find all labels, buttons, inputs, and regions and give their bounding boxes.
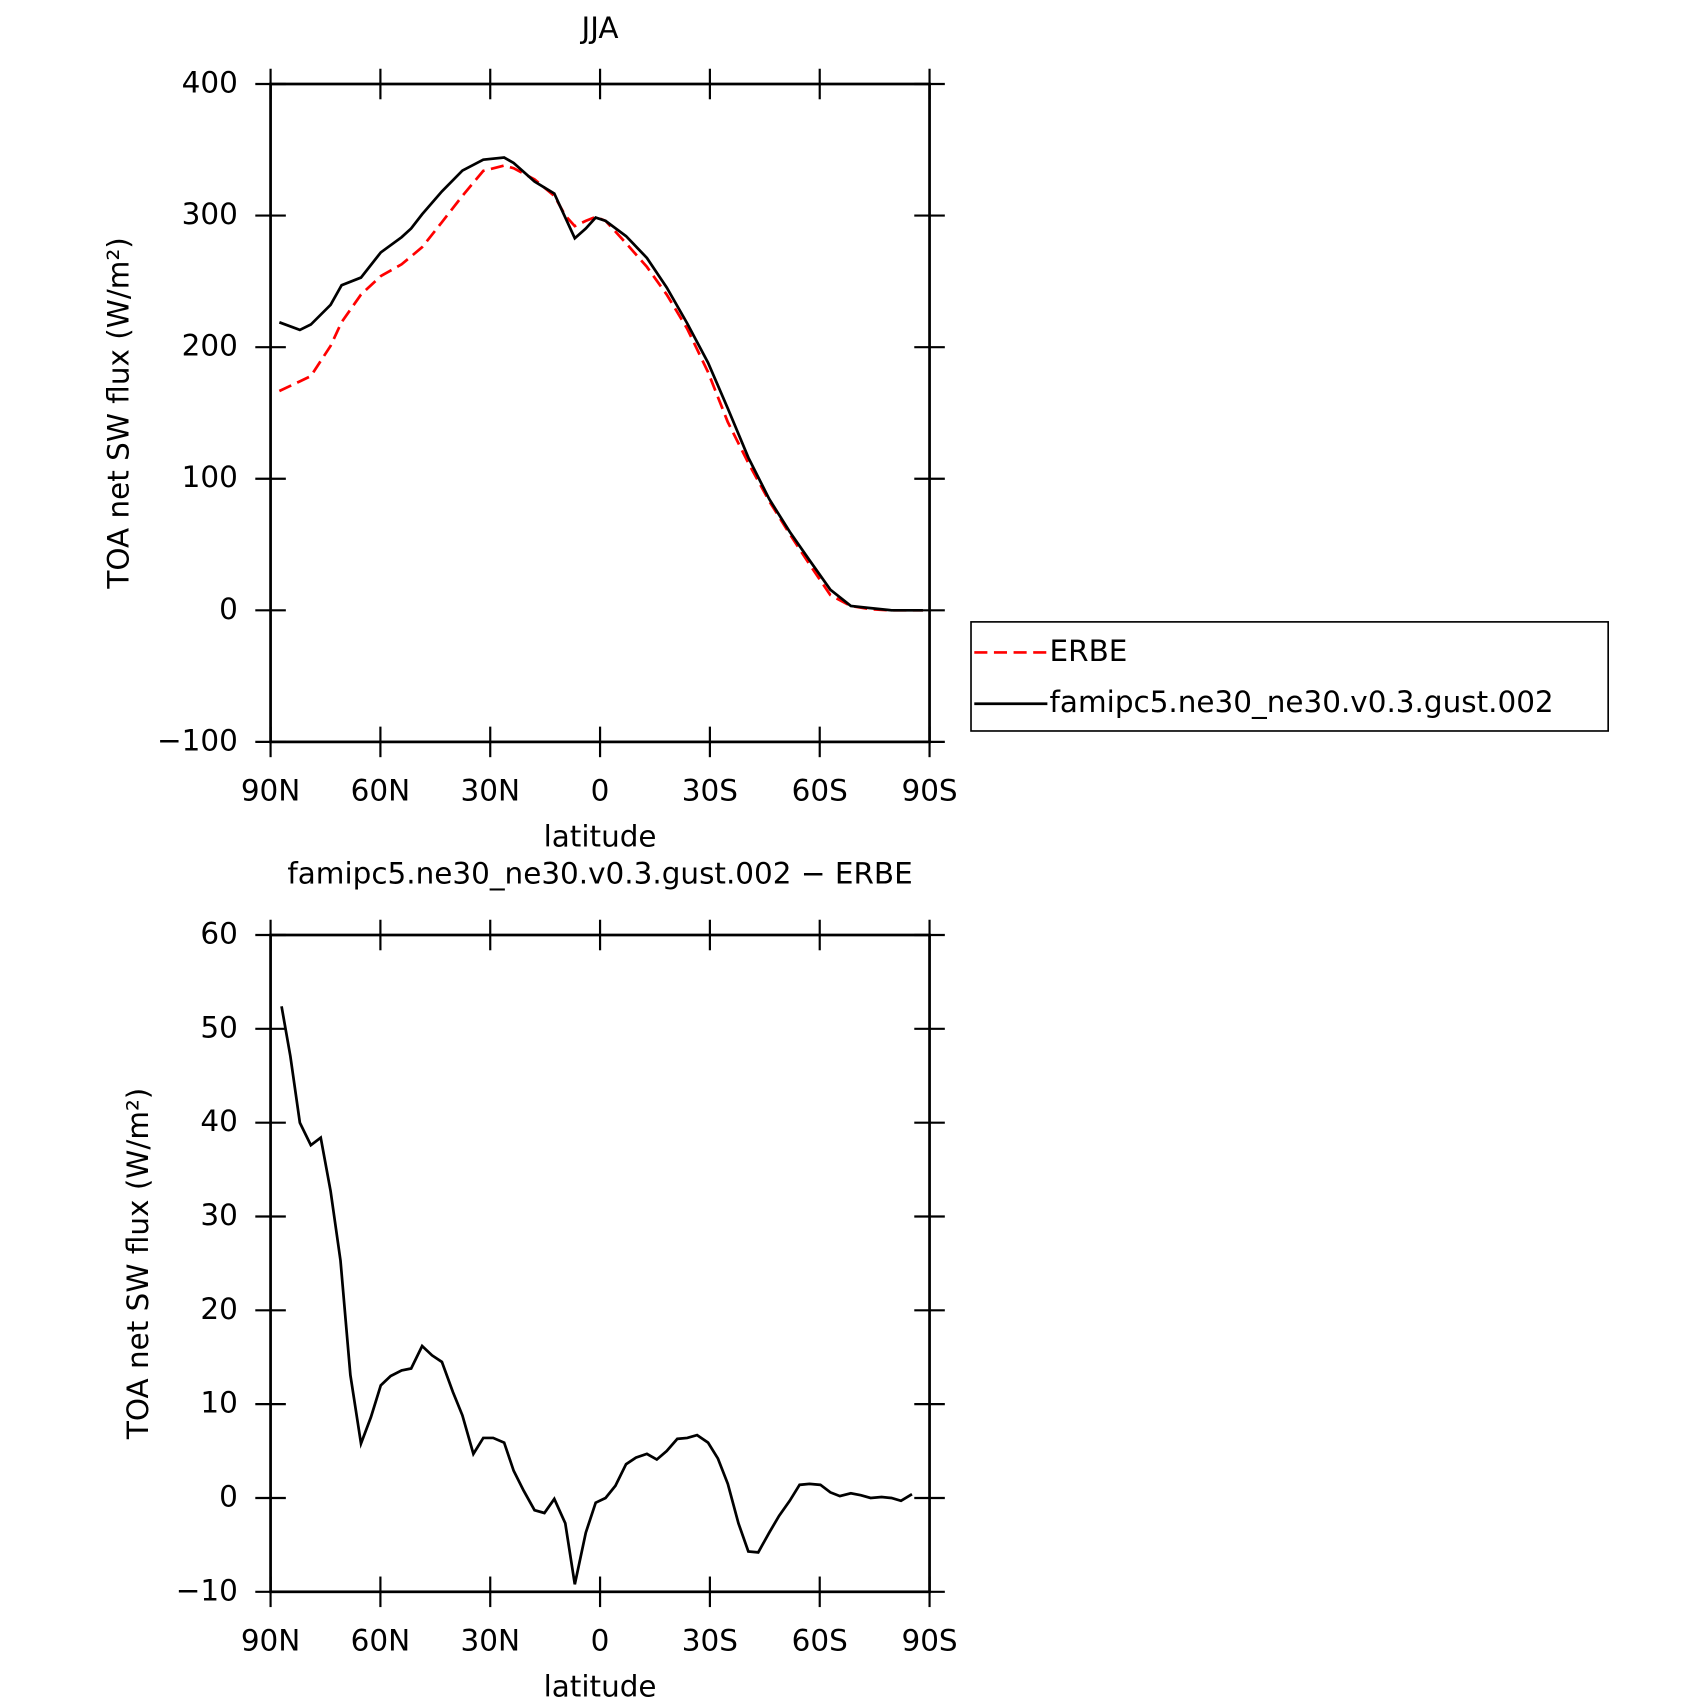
y-tick-label: 30 bbox=[200, 1198, 237, 1232]
x-tick-label: 30N bbox=[460, 774, 519, 808]
x-axis-label: latitude bbox=[544, 819, 657, 853]
y-axis-label: TOA net SW flux (W/m²) bbox=[121, 1088, 155, 1440]
data-line bbox=[278, 164, 923, 612]
y-tick-label: 400 bbox=[182, 66, 238, 100]
x-tick-label: 60S bbox=[792, 774, 848, 808]
chart-title: famipc5.ne30_ne30.v0.3.gust.002 − ERBE bbox=[287, 857, 912, 891]
y-tick-label: 0 bbox=[219, 592, 238, 626]
y-tick-label: 50 bbox=[200, 1010, 237, 1044]
y-tick-label: −10 bbox=[176, 1573, 238, 1607]
y-axis-label: TOA net SW flux (W/m²) bbox=[102, 237, 136, 589]
legend-box bbox=[970, 621, 1609, 732]
x-tick-label: 90N bbox=[241, 774, 300, 808]
y-tick-label: 10 bbox=[200, 1386, 237, 1420]
y-tick-label: 300 bbox=[182, 197, 238, 231]
data-line bbox=[278, 156, 923, 612]
y-tick-label: 0 bbox=[219, 1479, 238, 1513]
x-tick-label: 60S bbox=[792, 1623, 848, 1657]
data-line bbox=[280, 1006, 913, 1585]
y-tick-label: 60 bbox=[200, 917, 237, 951]
x-tick-label: 90S bbox=[901, 774, 957, 808]
plot-frame bbox=[269, 82, 931, 744]
y-tick-label: −100 bbox=[157, 723, 238, 757]
y-tick-label: 20 bbox=[200, 1292, 237, 1326]
y-tick-label: 200 bbox=[182, 329, 238, 363]
chart-title: JJA bbox=[580, 11, 619, 45]
x-tick-label: 30S bbox=[682, 1623, 738, 1657]
y-tick-label: 100 bbox=[182, 460, 238, 494]
x-tick-label: 30S bbox=[682, 774, 738, 808]
y-tick-label: 40 bbox=[200, 1104, 237, 1138]
legend-label: ERBE bbox=[1050, 634, 1128, 668]
x-tick-label: 60N bbox=[351, 774, 410, 808]
x-tick-label: 60N bbox=[351, 1623, 410, 1657]
x-tick-label: 90S bbox=[901, 1623, 957, 1657]
legend-label: famipc5.ne30_ne30.v0.3.gust.002 bbox=[1050, 685, 1554, 719]
x-tick-label: 0 bbox=[591, 774, 610, 808]
x-tick-label: 30N bbox=[460, 1623, 519, 1657]
x-tick-label: 0 bbox=[591, 1623, 610, 1657]
x-tick-label: 90N bbox=[241, 1623, 300, 1657]
x-axis-label: latitude bbox=[544, 1669, 657, 1702]
